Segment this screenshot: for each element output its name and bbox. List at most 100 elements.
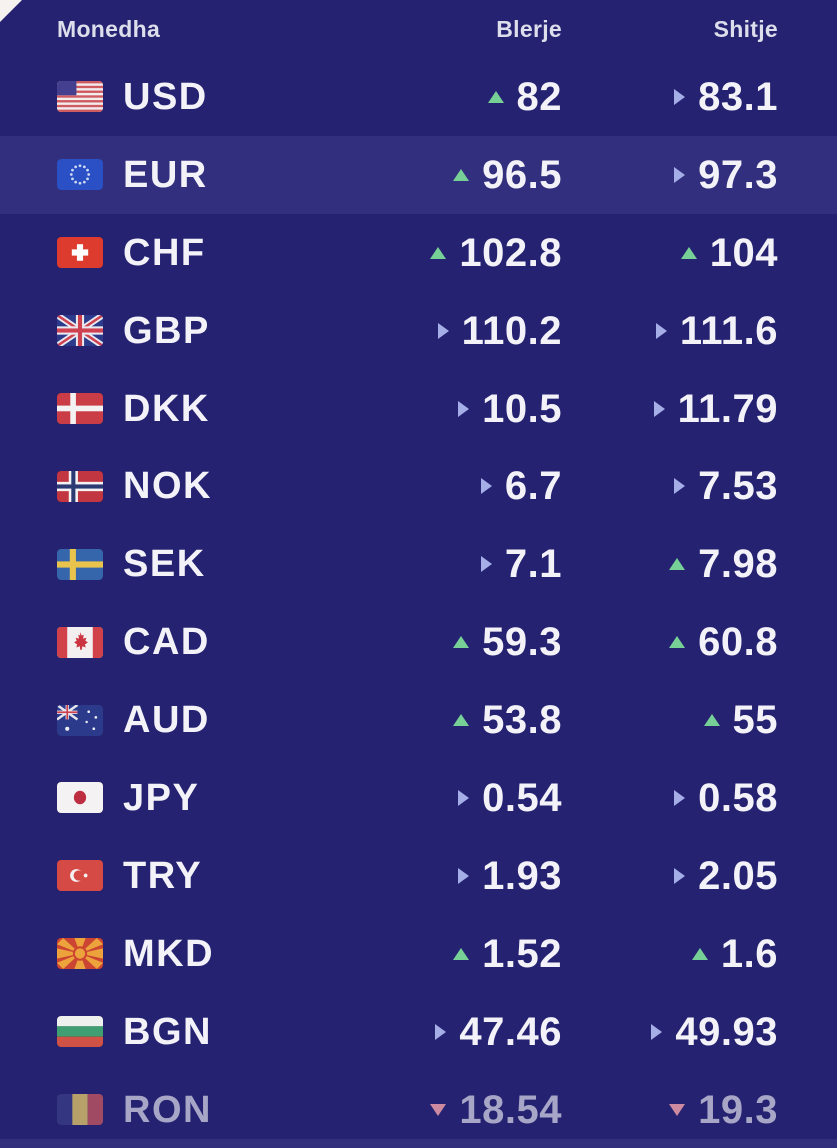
- trend-flat-icon: [480, 478, 492, 495]
- buy-cell: 110.2: [362, 311, 562, 351]
- aud-flag-icon: [57, 704, 103, 736]
- currency-code: BGN: [123, 1010, 212, 1053]
- buy-value: 0.54: [482, 775, 562, 820]
- sell-cell: 19.3: [562, 1090, 778, 1130]
- buy-value: 6.7: [504, 464, 562, 509]
- sell-cell: 104: [562, 233, 778, 273]
- sell-value: 97.3: [698, 152, 778, 197]
- currency-row-bgn[interactable]: BGN 47.46 49.93: [0, 993, 837, 1071]
- buy-value: 96.5: [482, 152, 562, 197]
- currency-row-chf[interactable]: CHF 102.8 104: [0, 214, 837, 292]
- currency-code: RON: [123, 1088, 212, 1131]
- trend-flat-icon: [653, 400, 665, 417]
- trend-up-icon: [669, 558, 686, 571]
- sell-value: 1.6: [720, 931, 778, 976]
- sell-value: 49.93: [675, 1009, 778, 1054]
- buy-value: 110.2: [461, 308, 562, 353]
- trend-flat-icon: [674, 789, 686, 806]
- trend-down-icon: [669, 1103, 686, 1116]
- sell-cell: 111.6: [562, 311, 778, 351]
- trend-up-icon: [691, 947, 708, 960]
- sell-value: 0.58: [698, 775, 778, 820]
- currency-row-mkd[interactable]: MKD 1.52 1.6: [0, 915, 837, 993]
- buy-cell: 82: [362, 77, 562, 117]
- currency-code: CHF: [123, 231, 206, 274]
- sell-cell: 97.3: [562, 155, 778, 195]
- gbp-flag-icon: [57, 315, 103, 347]
- sell-cell: 7.53: [562, 466, 778, 506]
- sell-value: 2.05: [698, 853, 778, 898]
- sell-cell: 49.93: [562, 1012, 778, 1052]
- currency-row-aud[interactable]: AUD 53.8 55: [0, 681, 837, 759]
- currency-code: MKD: [123, 932, 215, 975]
- trend-flat-icon: [435, 1023, 447, 1040]
- sell-cell: 60.8: [562, 622, 778, 662]
- trend-up-icon: [453, 168, 470, 181]
- trend-up-icon: [680, 246, 697, 259]
- currency-row-sek[interactable]: SEK 7.1 7.98: [0, 525, 837, 603]
- trend-up-icon: [487, 90, 504, 103]
- buy-cell: 53.8: [362, 700, 562, 740]
- trend-flat-icon: [480, 556, 492, 573]
- currency-code: SEK: [123, 543, 206, 586]
- currency-code: USD: [123, 75, 208, 118]
- trend-up-icon: [669, 636, 686, 649]
- column-header-buy: Blerje: [496, 15, 562, 42]
- eur-flag-icon: [57, 159, 103, 191]
- buy-cell: 47.46: [362, 1012, 562, 1052]
- sell-value: 7.53: [698, 464, 778, 509]
- buy-value: 102.8: [459, 230, 562, 275]
- currency-code: DKK: [123, 387, 210, 430]
- sell-value: 55: [732, 698, 778, 743]
- column-header-sell: Shitje: [713, 15, 778, 42]
- currency-row-try[interactable]: TRY 1.93 2.05: [0, 837, 837, 915]
- currency-row-ron[interactable]: RON 18.54 19.3: [0, 1071, 837, 1148]
- buy-cell: 59.3: [362, 622, 562, 662]
- sell-value: 19.3: [698, 1087, 778, 1132]
- currency-row-gbp[interactable]: GBP 110.2 111.6: [0, 292, 837, 370]
- buy-value: 59.3: [482, 620, 562, 665]
- nok-flag-icon: [57, 470, 103, 502]
- sell-cell: 2.05: [562, 856, 778, 896]
- trend-flat-icon: [674, 88, 686, 105]
- sell-value: 83.1: [698, 74, 778, 119]
- buy-cell: 1.52: [362, 934, 562, 974]
- sell-value: 60.8: [698, 620, 778, 665]
- currency-code: CAD: [123, 621, 210, 664]
- usd-flag-icon: [57, 81, 103, 113]
- currency-row-usd[interactable]: USD 82 83.1: [0, 58, 837, 136]
- buy-value: 47.46: [459, 1009, 562, 1054]
- sell-cell: 55: [562, 700, 778, 740]
- bgn-flag-icon: [57, 1016, 103, 1048]
- trend-flat-icon: [458, 867, 470, 884]
- corner-notch: [0, 0, 22, 22]
- currency-code: TRY: [123, 854, 203, 897]
- rates-list: USD 82 83.1 EUR 96.5 97.3 CHF 102.8 104: [0, 58, 837, 1148]
- sell-cell: 83.1: [562, 77, 778, 117]
- currency-row-eur[interactable]: EUR 96.5 97.3: [0, 135, 837, 214]
- buy-value: 18.54: [459, 1087, 562, 1132]
- buy-value: 1.52: [482, 931, 562, 976]
- trend-flat-icon: [674, 478, 686, 495]
- currency-row-nok[interactable]: NOK 6.7 7.53: [0, 447, 837, 525]
- jpy-flag-icon: [57, 782, 103, 814]
- currency-row-dkk[interactable]: DKK 10.5 11.79: [0, 370, 837, 448]
- buy-cell: 102.8: [362, 233, 562, 273]
- currency-row-cad[interactable]: CAD 59.3 60.8: [0, 603, 837, 681]
- buy-value: 7.1: [504, 542, 562, 587]
- trend-flat-icon: [674, 166, 686, 183]
- currency-code: JPY: [123, 776, 200, 819]
- buy-cell: 6.7: [362, 466, 562, 506]
- trend-flat-icon: [651, 1023, 663, 1040]
- buy-cell: 10.5: [362, 389, 562, 429]
- buy-cell: 18.54: [362, 1090, 562, 1130]
- currency-row-jpy[interactable]: JPY 0.54 0.58: [0, 759, 837, 837]
- buy-cell: 96.5: [362, 155, 562, 195]
- sell-value: 7.98: [698, 542, 778, 587]
- table-header-row: Monedha Blerje Shitje: [0, 0, 837, 58]
- buy-value: 82: [516, 74, 562, 119]
- sek-flag-icon: [57, 548, 103, 580]
- sell-cell: 11.79: [562, 389, 778, 429]
- buy-cell: 7.1: [362, 544, 562, 584]
